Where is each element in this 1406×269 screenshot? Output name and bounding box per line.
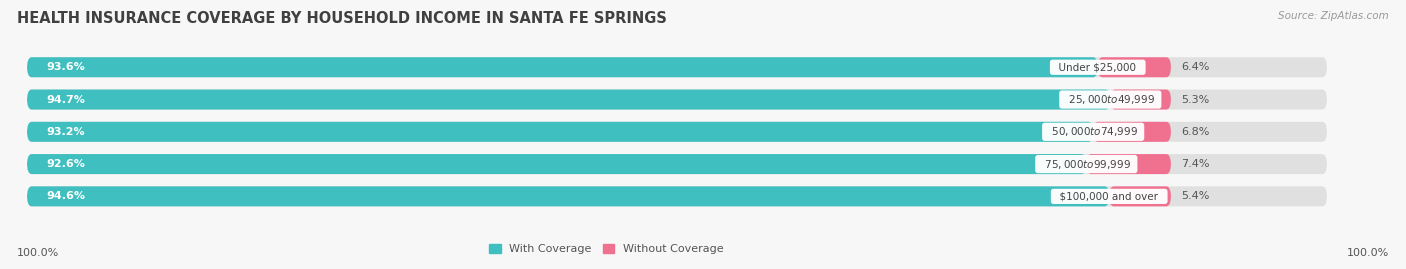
Text: 5.4%: 5.4% <box>1181 191 1209 201</box>
Text: 93.6%: 93.6% <box>46 62 86 72</box>
Text: $75,000 to $99,999: $75,000 to $99,999 <box>1038 158 1135 171</box>
Text: HEALTH INSURANCE COVERAGE BY HOUSEHOLD INCOME IN SANTA FE SPRINGS: HEALTH INSURANCE COVERAGE BY HOUSEHOLD I… <box>17 11 666 26</box>
FancyBboxPatch shape <box>1094 122 1171 142</box>
FancyBboxPatch shape <box>1098 57 1171 77</box>
FancyBboxPatch shape <box>27 90 1111 109</box>
Text: Source: ZipAtlas.com: Source: ZipAtlas.com <box>1278 11 1389 21</box>
FancyBboxPatch shape <box>27 186 1327 206</box>
Legend: With Coverage, Without Coverage: With Coverage, Without Coverage <box>489 244 724 254</box>
FancyBboxPatch shape <box>1087 154 1171 174</box>
Text: $50,000 to $74,999: $50,000 to $74,999 <box>1045 125 1142 138</box>
FancyBboxPatch shape <box>27 57 1098 77</box>
FancyBboxPatch shape <box>1109 186 1171 206</box>
Text: 94.6%: 94.6% <box>46 191 86 201</box>
Text: 5.3%: 5.3% <box>1181 94 1209 105</box>
FancyBboxPatch shape <box>27 154 1327 174</box>
FancyBboxPatch shape <box>27 57 1327 77</box>
FancyBboxPatch shape <box>1111 90 1171 109</box>
Text: 6.4%: 6.4% <box>1181 62 1209 72</box>
FancyBboxPatch shape <box>27 90 1327 109</box>
FancyBboxPatch shape <box>27 186 1109 206</box>
Text: 94.7%: 94.7% <box>46 94 86 105</box>
Text: 100.0%: 100.0% <box>17 248 59 258</box>
FancyBboxPatch shape <box>27 122 1094 142</box>
Text: 93.2%: 93.2% <box>46 127 86 137</box>
Text: 92.6%: 92.6% <box>46 159 86 169</box>
FancyBboxPatch shape <box>27 154 1087 174</box>
Text: $100,000 and over: $100,000 and over <box>1053 191 1166 201</box>
Text: 6.8%: 6.8% <box>1181 127 1209 137</box>
Text: 100.0%: 100.0% <box>1347 248 1389 258</box>
Text: Under $25,000: Under $25,000 <box>1053 62 1143 72</box>
FancyBboxPatch shape <box>27 122 1327 142</box>
Text: 7.4%: 7.4% <box>1181 159 1209 169</box>
Text: $25,000 to $49,999: $25,000 to $49,999 <box>1062 93 1159 106</box>
